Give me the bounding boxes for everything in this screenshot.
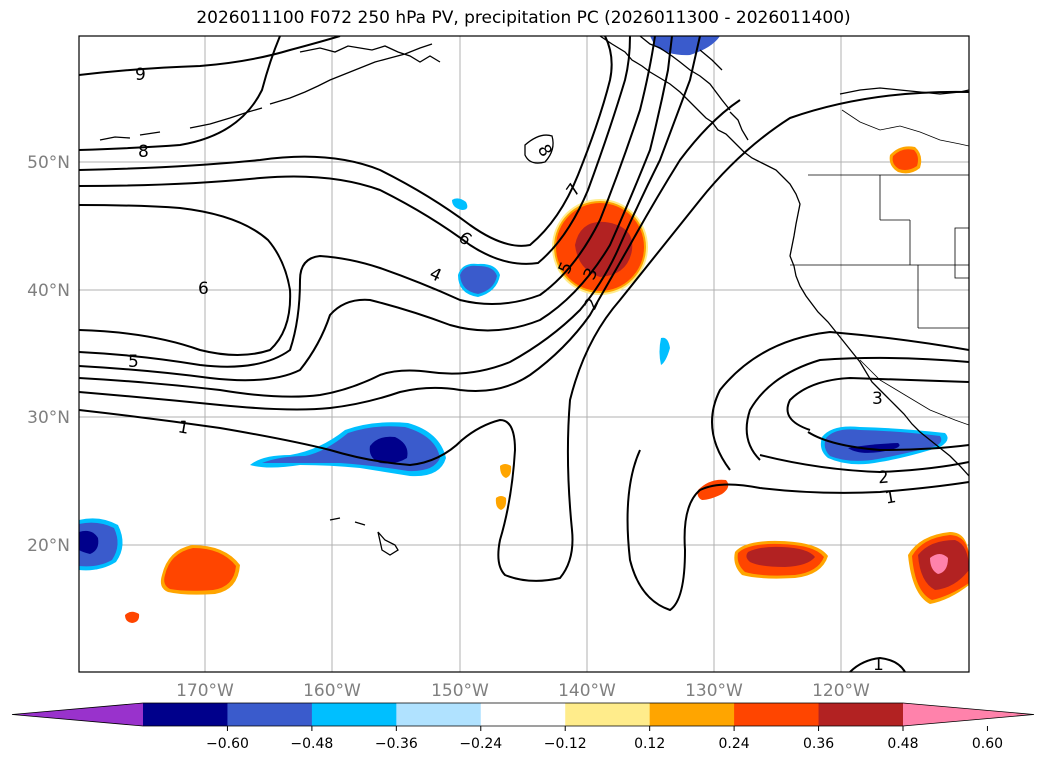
colorbar-tick-label: 0.12 xyxy=(634,736,665,752)
colorbar-swatch xyxy=(227,703,313,726)
colorbar-tick-label: −0.60 xyxy=(206,736,249,752)
precip-red-southeast xyxy=(908,532,969,604)
colorbar-swatch xyxy=(396,703,482,726)
pv-contour-6b xyxy=(79,204,292,356)
pv-contour-1-south xyxy=(849,656,906,672)
colorbar-tick-label: −0.12 xyxy=(544,736,587,752)
colorbar-tick-label: 0.36 xyxy=(803,736,834,752)
pv-contour-3c xyxy=(745,356,969,461)
lat-label-20n: 20°N xyxy=(27,536,70,556)
pv-contour-6a xyxy=(79,36,631,265)
pv-contour-7 xyxy=(79,36,613,247)
pv-label: 1 xyxy=(884,487,898,509)
colorbar-tick-label: −0.24 xyxy=(459,736,502,752)
pv-label: 5 xyxy=(128,352,139,372)
colorbar-tick-label: −0.48 xyxy=(290,736,333,752)
colorbar-swatch xyxy=(480,703,566,726)
precip-red-north-america xyxy=(889,146,922,174)
colorbar-swatch xyxy=(734,703,820,726)
precip-red-120w xyxy=(734,540,828,579)
lat-label-30n: 30°N xyxy=(27,408,70,428)
precip-red-northeast-pacific xyxy=(552,199,648,295)
colorbar-tick-label: 0.24 xyxy=(719,736,750,752)
pv-label: 6 xyxy=(198,279,209,299)
colorbar-tick-label: 0.60 xyxy=(972,736,1003,752)
colorbar-swatch xyxy=(143,703,228,726)
lon-label-130w: 130°W xyxy=(685,681,743,701)
map-title: 2026011100 F072 250 hPa PV, precipitatio… xyxy=(196,8,851,28)
lon-label-150w: 150°W xyxy=(431,681,489,701)
longitude-labels: 170°W 160°W 150°W 140°W 130°W 120°W xyxy=(176,681,870,701)
colorbar-extend-high xyxy=(903,703,1034,726)
lat-label-40n: 40°N xyxy=(27,281,70,301)
latitude-labels: 50°N 40°N 30°N 20°N xyxy=(27,153,70,556)
pv-contour-5 xyxy=(79,36,656,368)
lon-label-160w: 160°W xyxy=(303,681,361,701)
precip-red-170w xyxy=(125,545,240,623)
precip-blue-40n-150w xyxy=(458,263,500,297)
colorbar: −0.60 −0.48 −0.36 −0.24 −0.12 0.12 0.24 0.36 0.4… xyxy=(11,702,1035,752)
precip-blue-west-edge xyxy=(79,518,123,571)
pv-contour-8 xyxy=(79,36,281,151)
pv-label: 2 xyxy=(877,468,890,489)
lon-label-140w: 140°W xyxy=(558,681,616,701)
pv-contour-2b xyxy=(711,330,969,474)
pv-label: 9 xyxy=(135,65,146,85)
pv-contour-1-west xyxy=(79,90,969,582)
lat-label-50n: 50°N xyxy=(27,153,70,173)
colorbar-swatch xyxy=(311,703,397,726)
map-frame xyxy=(78,35,970,673)
pv-contour-4 xyxy=(79,36,673,382)
precip-orange-small-147w xyxy=(495,464,512,510)
colorbar-swatch xyxy=(818,703,904,726)
colorbar-tick-label: −0.36 xyxy=(375,736,418,752)
pv-contour-2a xyxy=(79,99,741,411)
pv-label: 3 xyxy=(872,389,883,409)
pv-label: 1 xyxy=(176,417,190,439)
lon-label-120w: 120°W xyxy=(812,681,870,701)
pv-contour-3b xyxy=(786,376,969,452)
lon-label-170w: 170°W xyxy=(176,681,234,701)
pv-label: 1 xyxy=(873,655,884,675)
precip-blue-alaska xyxy=(650,36,720,56)
pv-contour-1-loop xyxy=(626,449,969,612)
precip-blue-small-45n xyxy=(452,198,670,365)
pv-contour-9 xyxy=(79,36,341,76)
colorbar-outline xyxy=(11,702,1035,727)
colorbar-tick-label: 0.48 xyxy=(887,736,918,752)
colorbar-swatch xyxy=(649,703,735,726)
pv-contours xyxy=(79,36,969,672)
pv-contour-3a xyxy=(79,36,701,398)
colorbar-extend-low xyxy=(12,703,143,726)
pv-label: 8 xyxy=(138,142,149,162)
colorbar-swatch xyxy=(565,703,651,726)
political-borders xyxy=(790,109,969,426)
precip-blue-central-pacific xyxy=(250,422,446,477)
